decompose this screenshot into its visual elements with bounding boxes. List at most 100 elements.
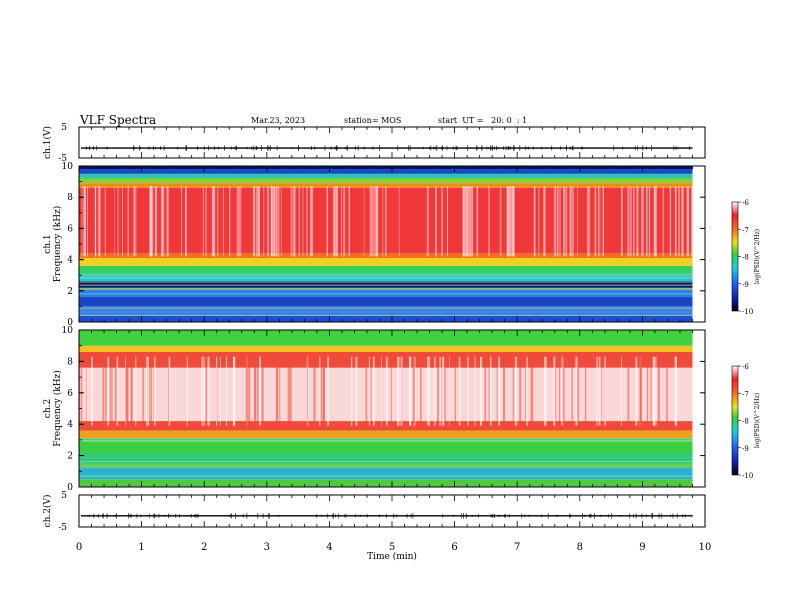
spectrogram-streak — [162, 186, 165, 257]
spectrogram-line — [79, 441, 693, 442]
y-axis-channel-label: ch.1 — [43, 234, 53, 253]
spectrogram-streak — [384, 186, 387, 257]
spectrogram-streak — [686, 186, 689, 257]
spectrogram-streak — [538, 186, 540, 257]
spectrogram-line — [79, 438, 693, 440]
spectrogram-streak — [632, 186, 635, 257]
spectrogram-streak — [340, 186, 342, 257]
y-axis-label: ch.2(V) — [42, 495, 53, 528]
spectrogram-streak — [420, 356, 422, 426]
spectrogram-streak — [302, 186, 304, 257]
spectrogram-streak — [149, 356, 151, 426]
spectrogram-streak — [498, 356, 501, 426]
spectrogram-streak — [320, 356, 323, 426]
y-tick-label: 4 — [67, 256, 73, 266]
spectrogram-band — [79, 297, 693, 307]
y-tick-label: -5 — [58, 154, 67, 164]
spectrogram-band — [79, 287, 693, 298]
spectrogram-streak — [255, 186, 258, 257]
spectrogram-streak — [122, 186, 123, 257]
spectrogram-streak — [160, 186, 163, 257]
spectrogram-streak — [476, 186, 479, 257]
y-axis-label-group: ch.2(V) — [42, 495, 53, 528]
spectrogram-streak — [595, 186, 597, 257]
spectrogram-streak — [437, 356, 440, 426]
spectrogram-streak — [257, 186, 260, 257]
spectrogram-streak — [280, 186, 282, 257]
spectrogram-streak — [439, 356, 441, 426]
colorbar — [731, 201, 739, 312]
spectrogram-streak — [102, 356, 105, 426]
spectrogram-streak — [620, 186, 623, 257]
spectrogram-streak — [152, 186, 154, 257]
spectrogram-streak — [326, 186, 328, 257]
spectrogram-streak — [390, 356, 392, 426]
spectrogram-streak — [434, 356, 436, 426]
spectrogram-streak — [111, 356, 113, 426]
x-tick-label: 2 — [201, 542, 207, 553]
spectrogram-streak — [87, 186, 88, 257]
spectrogram-streak — [219, 356, 221, 426]
spectrogram-streak — [186, 356, 188, 426]
spectrogram-streak — [348, 186, 350, 257]
x-tick-label: 6 — [451, 542, 457, 553]
colorbar-label: log(PSD)(V^2/Hz) — [754, 393, 761, 448]
spectrogram-streak — [666, 356, 668, 426]
y-axis-label-group: ch.1(V) — [42, 126, 53, 159]
spectrogram-streak — [343, 186, 346, 257]
spectrogram-streak — [469, 186, 472, 257]
spectrogram-streak — [559, 186, 561, 257]
colorbar-tick-label: -10 — [742, 472, 753, 480]
y-tick-label: 0 — [67, 318, 73, 328]
spectrogram-streak — [332, 186, 335, 257]
y-tick-label: 2 — [67, 452, 73, 462]
spectrogram-streak — [205, 356, 208, 426]
spectrogram-streak — [534, 186, 536, 257]
x-tick-label: 1 — [138, 542, 144, 553]
spectrogram-band — [79, 367, 693, 422]
spectrogram-streak — [553, 356, 556, 426]
spectrogram-streak — [458, 356, 461, 426]
spectrogram-streak — [557, 186, 559, 257]
spectrogram-streak — [312, 186, 314, 257]
colorbar-tick-label: -9 — [742, 445, 749, 453]
spectrogram-streak — [512, 186, 515, 257]
spectrogram-streak — [639, 356, 642, 426]
spectrogram-streak — [646, 356, 649, 426]
spectrogram-streak — [266, 186, 270, 257]
x-tick-label: 4 — [326, 542, 332, 553]
spectrogram-streak — [562, 356, 565, 426]
spectrogram-streak — [232, 356, 236, 426]
y-tick-label: 6 — [67, 389, 73, 399]
spectrogram-streak — [135, 186, 137, 257]
spectrogram-streak — [635, 356, 638, 426]
spectrogram-streak — [488, 356, 490, 426]
spectrogram-streak — [109, 356, 112, 426]
spectrogram-streak — [444, 356, 446, 426]
spectrogram-streak — [675, 356, 677, 426]
spectrogram-line — [79, 457, 693, 459]
spectrogram-streak — [588, 186, 591, 257]
spectrogram-line — [79, 289, 693, 290]
spectrogram-streak — [116, 356, 119, 426]
spectrogram-streak — [530, 356, 532, 426]
spectrogram-streak — [627, 186, 630, 257]
spectrogram-streak — [261, 356, 264, 426]
spectrogram-streak — [599, 186, 601, 257]
spectrogram-streak — [502, 356, 506, 426]
spectrogram-streak — [512, 356, 515, 426]
spectrogram-streak — [327, 356, 330, 426]
spectrogram-streak — [256, 356, 259, 426]
spectrogram-streak — [105, 356, 107, 426]
spectrogram-streak — [631, 186, 632, 257]
spectrogram-streak — [91, 356, 93, 426]
spectrogram-streak — [225, 356, 228, 426]
spectrogram-streak — [150, 356, 153, 426]
spectrogram-streak — [154, 356, 156, 426]
spectrogram-streak — [217, 186, 219, 257]
x-tick-label: 3 — [264, 542, 270, 553]
spectrogram-streak — [135, 356, 137, 426]
spectrogram-streak — [80, 356, 83, 426]
spectrogram-streak — [427, 356, 429, 426]
